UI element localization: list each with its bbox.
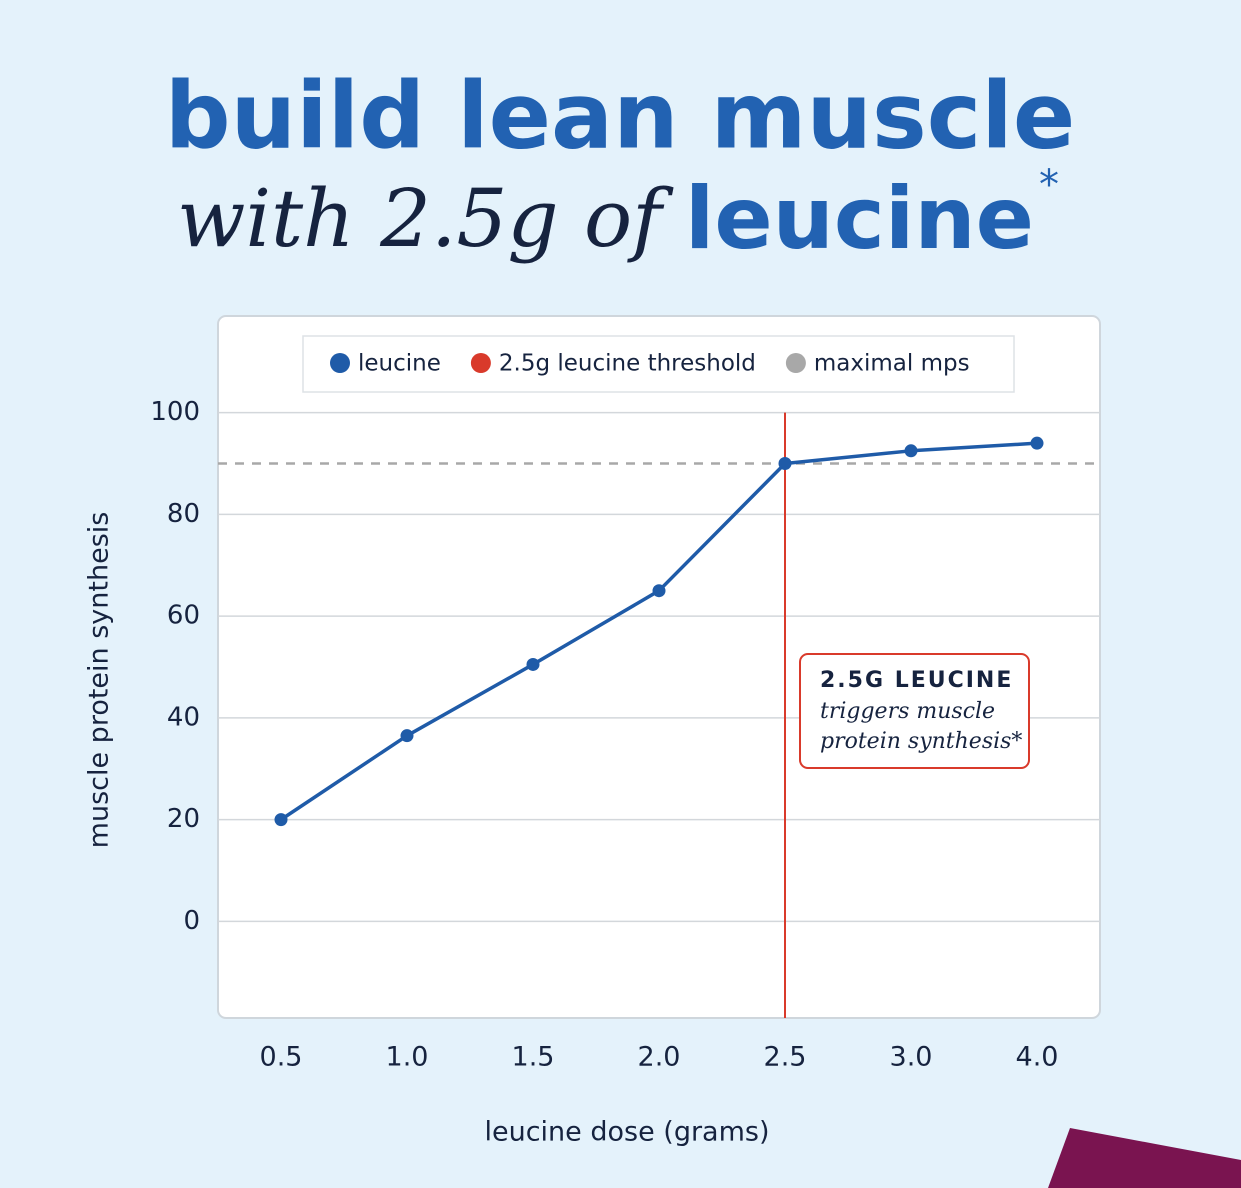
data-point [904, 444, 918, 458]
y-tick-label: 100 [150, 397, 200, 427]
legend-marker [785, 353, 806, 373]
y-tick-label: 80 [167, 499, 200, 529]
subtitle-text: with 2.5g of [177, 172, 674, 265]
annotation-heading: 2.5G LEUCINE [820, 668, 1013, 693]
subtitle-emphasis: leucine [685, 169, 1034, 269]
data-point [274, 813, 288, 827]
x-tick-label: 1.5 [512, 1042, 555, 1073]
data-point [526, 657, 540, 671]
data-point [778, 457, 792, 471]
legend-marker [330, 353, 350, 373]
x-tick-label: 4.0 [1016, 1042, 1059, 1073]
y-tick-label: 0 [183, 906, 200, 936]
y-tick-label: 40 [167, 702, 200, 732]
legend-label: leucine [358, 351, 441, 377]
annotation-text: triggers muscle [820, 699, 995, 724]
title: build lean muscle [165, 62, 1075, 169]
x-tick-label: 3.0 [890, 1042, 933, 1073]
legend-label: maximal mps [814, 351, 970, 377]
data-point [652, 584, 666, 598]
x-tick-label: 1.0 [386, 1042, 429, 1073]
legend-box [302, 335, 1015, 393]
y-tick-label: 20 [167, 804, 200, 834]
data-point [1030, 436, 1044, 450]
decor-shape [1048, 1128, 1241, 1188]
annotation-text: protein synthesis* [820, 729, 1022, 754]
x-tick-label: 0.5 [260, 1042, 303, 1073]
x-tick-label: 2.0 [638, 1042, 681, 1073]
legend-marker [470, 353, 491, 373]
subtitle: with 2.5g of leucine * [177, 162, 1059, 269]
y-axis-label: muscle protein synthesis [84, 512, 115, 849]
annotation-box [799, 653, 1030, 769]
y-tick-label: 60 [167, 601, 200, 631]
plot-area [217, 315, 1101, 1019]
x-axis-label: leucine dose (grams) [484, 1117, 769, 1148]
data-point [400, 729, 414, 743]
subtitle-mark: * [1039, 162, 1059, 208]
legend-label: 2.5g leucine threshold [499, 351, 756, 377]
x-tick-label: 2.5 [764, 1042, 807, 1073]
